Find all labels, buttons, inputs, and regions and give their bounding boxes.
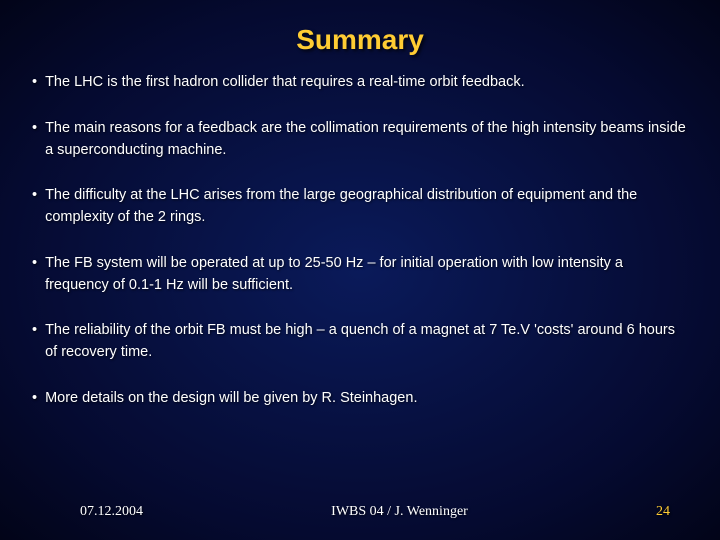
bullet-item: • More details on the design will be giv…	[30, 388, 690, 410]
bullet-text: The reliability of the orbit FB must be …	[45, 320, 690, 364]
footer-center: IWBS 04 / J. Wenninger	[331, 504, 468, 520]
bullet-dot-icon: •	[32, 320, 37, 342]
footer-page: 24	[656, 504, 670, 520]
footer: 07.12.2004 IWBS 04 / J. Wenninger 24	[0, 504, 720, 520]
bullet-dot-icon: •	[32, 388, 37, 410]
bullet-text: The LHC is the first hadron collider tha…	[45, 72, 525, 94]
slide: Summary • The LHC is the first hadron co…	[0, 0, 720, 540]
bullet-list: • The LHC is the first hadron collider t…	[0, 72, 720, 410]
slide-title: Summary	[0, 0, 720, 72]
bullet-text: More details on the design will be given…	[45, 388, 417, 410]
bullet-item: • The FB system will be operated at up t…	[30, 253, 690, 297]
bullet-text: The difficulty at the LHC arises from th…	[45, 185, 690, 229]
bullet-item: • The reliability of the orbit FB must b…	[30, 320, 690, 364]
bullet-dot-icon: •	[32, 253, 37, 275]
bullet-dot-icon: •	[32, 185, 37, 207]
bullet-text: The main reasons for a feedback are the …	[45, 118, 690, 162]
bullet-item: • The difficulty at the LHC arises from …	[30, 185, 690, 229]
bullet-dot-icon: •	[32, 72, 37, 94]
bullet-dot-icon: •	[32, 118, 37, 140]
bullet-item: • The LHC is the first hadron collider t…	[30, 72, 690, 94]
bullet-item: • The main reasons for a feedback are th…	[30, 118, 690, 162]
bullet-text: The FB system will be operated at up to …	[45, 253, 690, 297]
footer-date: 07.12.2004	[80, 504, 143, 520]
